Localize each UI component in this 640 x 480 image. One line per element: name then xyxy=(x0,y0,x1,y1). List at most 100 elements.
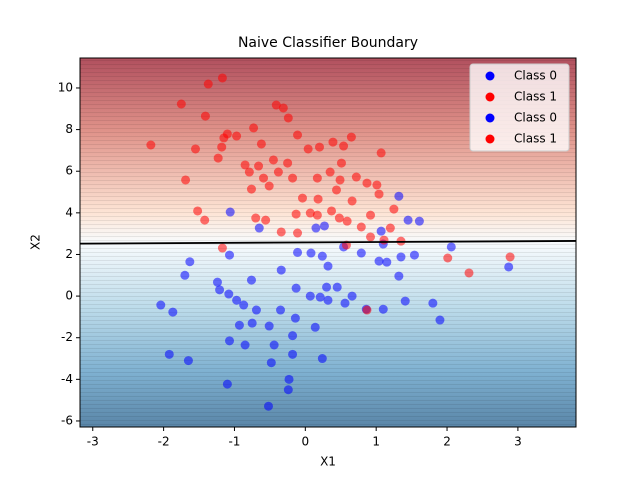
scatter-point xyxy=(297,193,307,203)
scatter-point xyxy=(312,173,322,183)
x-tick-label: -3 xyxy=(87,435,99,449)
x-tick-label: -1 xyxy=(228,435,240,449)
scatter-point xyxy=(400,296,410,306)
legend-box xyxy=(469,63,570,152)
scatter-point xyxy=(313,194,323,204)
y-tick-label: 4 xyxy=(65,205,73,219)
y-tick-label: 8 xyxy=(65,122,73,136)
y-tick-label: 0 xyxy=(65,289,73,303)
scatter-point xyxy=(190,144,200,154)
scatter-point xyxy=(273,167,283,177)
scatter-point xyxy=(215,285,225,295)
scatter-point xyxy=(225,336,235,346)
scatter-point xyxy=(366,210,376,220)
scatter-point xyxy=(246,184,256,194)
scatter-point xyxy=(263,401,273,411)
scatter-point xyxy=(146,140,156,150)
decision-boundary xyxy=(80,240,576,245)
scatter-point xyxy=(376,226,386,236)
scatter-point xyxy=(203,79,213,89)
scatter-point xyxy=(322,282,332,292)
scatter-point xyxy=(317,354,327,364)
scatter-point xyxy=(385,223,395,233)
scatter-point xyxy=(212,277,222,287)
scatter-point xyxy=(222,379,232,389)
scatter-point xyxy=(213,153,223,163)
scatter-point xyxy=(276,305,286,315)
scatter-point xyxy=(504,262,514,272)
scatter-point xyxy=(225,250,235,260)
scatter-point xyxy=(314,142,324,152)
scatter-point xyxy=(249,123,259,133)
scatter-point xyxy=(414,216,424,226)
scatter-point xyxy=(378,304,388,314)
scatter-point xyxy=(332,185,342,195)
axes-frame xyxy=(79,57,577,428)
legend-label: Class 1 xyxy=(514,132,557,146)
scatter-point xyxy=(180,270,190,280)
scatter-point xyxy=(356,248,366,258)
scatter-point xyxy=(372,180,382,190)
scatter-point xyxy=(266,358,276,368)
scatter-point xyxy=(268,155,278,165)
y-tick-label: 10 xyxy=(58,80,73,94)
scatter-point xyxy=(347,291,357,301)
scatter-point xyxy=(283,385,293,395)
scatter-point xyxy=(200,215,210,225)
scatter-point xyxy=(225,207,235,217)
scatter-point xyxy=(315,292,325,302)
scatter-point xyxy=(239,300,249,310)
scatter-point xyxy=(256,139,266,149)
scatter-point xyxy=(168,307,178,317)
scatter-point xyxy=(303,144,313,154)
scatter-point xyxy=(181,175,191,185)
scatter-point xyxy=(193,206,203,216)
x-tick-label: 0 xyxy=(302,435,310,449)
scatter-point xyxy=(446,242,456,252)
scatter-point xyxy=(323,261,333,271)
scatter-point xyxy=(251,213,261,223)
scatter-point xyxy=(325,167,335,177)
scatter-point xyxy=(293,228,303,238)
scatter-point xyxy=(336,158,346,168)
scatter-point xyxy=(351,172,361,182)
scatter-point xyxy=(310,322,320,332)
scatter-point xyxy=(240,160,250,170)
scatter-point xyxy=(396,252,406,262)
x-tick-label: 3 xyxy=(514,435,522,449)
scatter-point xyxy=(394,191,404,201)
scatter-point xyxy=(288,349,298,359)
scatter-point xyxy=(374,189,384,199)
y-tick-label: 2 xyxy=(65,247,73,261)
scatter-point xyxy=(217,243,227,253)
scatter-point xyxy=(356,222,366,232)
plot-area xyxy=(80,73,576,411)
scatter-point xyxy=(464,268,474,278)
scatter-point xyxy=(346,132,356,142)
scatter-point xyxy=(283,158,293,168)
scatter-point xyxy=(278,103,288,113)
legend-marker xyxy=(485,113,495,123)
legend-label: Class 0 xyxy=(514,69,557,83)
scatter-point xyxy=(288,173,298,183)
scatter-point xyxy=(259,173,269,183)
scatter-point xyxy=(290,313,300,323)
scatter-point xyxy=(403,215,413,225)
y-tick-label: -2 xyxy=(61,330,73,344)
scatter-point xyxy=(293,130,303,140)
legend-label: Class 1 xyxy=(514,90,557,104)
scatter-point xyxy=(240,340,250,350)
scatter-point xyxy=(219,133,229,143)
y-tick-label: -4 xyxy=(61,372,73,386)
scatter-point xyxy=(284,374,294,384)
scatter-point xyxy=(332,282,342,292)
scatter-point xyxy=(254,223,264,233)
legend-marker xyxy=(485,92,495,102)
scatter-point xyxy=(339,141,349,151)
scatter-point xyxy=(379,235,389,245)
scatter-point xyxy=(291,209,301,219)
scatter-point xyxy=(176,99,186,109)
scatter-point xyxy=(234,320,244,330)
scatter-point xyxy=(362,305,372,315)
